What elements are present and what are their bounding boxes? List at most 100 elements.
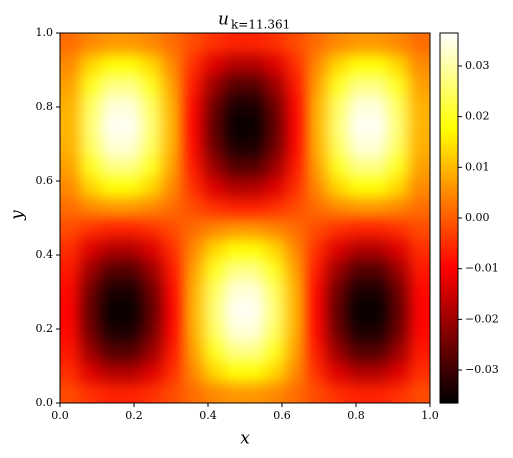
heatmap-cell <box>326 33 349 55</box>
heatmap-cell <box>100 299 123 322</box>
heatmap-cell <box>141 73 164 96</box>
heatmap-cell <box>100 196 123 219</box>
heatmap-cell <box>244 33 267 55</box>
heatmap-cell <box>388 33 410 55</box>
x-tick-label: 0.2 <box>125 409 143 422</box>
heatmap-cell <box>388 381 410 403</box>
heatmap-cell <box>285 320 308 342</box>
colorbar-strip <box>440 36 458 40</box>
heatmap-cell <box>182 176 205 198</box>
heatmap-cell <box>285 155 308 178</box>
colorbar-strip <box>440 378 458 383</box>
colorbar-tick-label: 0.01 <box>465 160 490 173</box>
heatmap-cell <box>162 279 184 301</box>
x-tick-label: 0.0 <box>51 409 69 422</box>
heatmap-cell <box>162 73 184 96</box>
heatmap-cell <box>121 73 143 96</box>
heatmap-cell <box>223 320 246 342</box>
heatmap-cell <box>244 73 267 96</box>
heatmap-cell <box>306 299 328 322</box>
colorbar-strip <box>440 341 458 346</box>
heatmap-cell <box>306 33 328 55</box>
heatmap-cell <box>367 114 390 137</box>
heatmap-cell <box>80 176 102 198</box>
heatmap-cell <box>121 114 143 137</box>
heatmap-cell <box>244 155 267 178</box>
heatmap-cell <box>347 299 369 322</box>
colorbar-strip <box>440 144 458 148</box>
colorbar-strip <box>440 372 458 376</box>
heatmap-cell <box>306 238 328 260</box>
heatmap-cell <box>203 361 225 383</box>
colorbar-strip <box>440 190 458 194</box>
colorbar-tick-label: −0.01 <box>465 262 499 275</box>
heatmap-cell <box>100 361 123 383</box>
heatmap <box>60 33 430 403</box>
colorbar-strip <box>440 57 458 62</box>
heatmap-cell <box>60 340 82 363</box>
heatmap-cell <box>408 73 430 96</box>
heatmap-cell <box>285 135 308 157</box>
heatmap-cell <box>265 381 287 403</box>
heatmap-cell <box>100 114 123 137</box>
heatmap-cell <box>367 361 390 383</box>
colorbar-strip <box>440 292 458 296</box>
colorbar-strip <box>440 319 458 324</box>
heatmap-cell <box>100 155 123 178</box>
colorbar-strip <box>440 224 458 228</box>
colorbar-strip <box>440 205 458 210</box>
colorbar-strip <box>440 162 458 167</box>
heatmap-cell <box>60 279 82 301</box>
x-tick-label: 1.0 <box>421 409 439 422</box>
heatmap-cell <box>182 217 205 240</box>
colorbar-strip <box>440 70 458 74</box>
heatmap-cell <box>80 33 102 55</box>
colorbar-strip <box>440 33 458 37</box>
colorbar-strip <box>440 156 458 161</box>
heatmap-cell <box>223 299 246 322</box>
heatmap-cell <box>306 381 328 403</box>
heatmap-cell <box>60 135 82 157</box>
colorbar-strip <box>440 45 458 50</box>
colorbar-strip <box>440 325 458 330</box>
heatmap-cell <box>203 381 225 403</box>
colorbar-strip <box>440 193 458 198</box>
heatmap-cell <box>408 258 430 281</box>
heatmap-cell <box>203 94 225 116</box>
heatmap-cell <box>388 299 410 322</box>
heatmap-cell <box>223 381 246 403</box>
heatmap-cell <box>285 94 308 116</box>
y-tick-label: 0.2 <box>36 322 54 335</box>
heatmap-cell <box>121 33 143 55</box>
colorbar-strip <box>440 187 458 191</box>
heatmap-cell <box>347 196 369 219</box>
heatmap-cell <box>306 135 328 157</box>
y-tick-label: 0.0 <box>36 396 54 409</box>
colorbar <box>440 33 458 404</box>
heatmap-cell <box>223 279 246 301</box>
heatmap-cell <box>100 258 123 281</box>
heatmap-cell <box>60 196 82 219</box>
heatmap-cell <box>162 361 184 383</box>
heatmap-cell <box>347 53 369 75</box>
heatmap-cell <box>141 94 164 116</box>
heatmap-cell <box>285 299 308 322</box>
colorbar-strip <box>440 211 458 216</box>
heatmap-cell <box>141 361 164 383</box>
heatmap-cell <box>265 340 287 363</box>
heatmap-cell <box>162 155 184 178</box>
heatmap-cell <box>347 340 369 363</box>
heatmap-cell <box>203 176 225 198</box>
colorbar-strip <box>440 242 458 247</box>
heatmap-cell <box>141 217 164 240</box>
heatmap-cell <box>182 53 205 75</box>
heatmap-cell <box>182 340 205 363</box>
colorbar-strip <box>440 85 458 90</box>
colorbar-strip <box>440 125 458 130</box>
heatmap-cell <box>388 176 410 198</box>
colorbar-strip <box>440 153 458 157</box>
heatmap-cell <box>121 135 143 157</box>
colorbar-strip <box>440 199 458 204</box>
heatmap-cell <box>265 114 287 137</box>
heatmap-cell <box>408 33 430 55</box>
